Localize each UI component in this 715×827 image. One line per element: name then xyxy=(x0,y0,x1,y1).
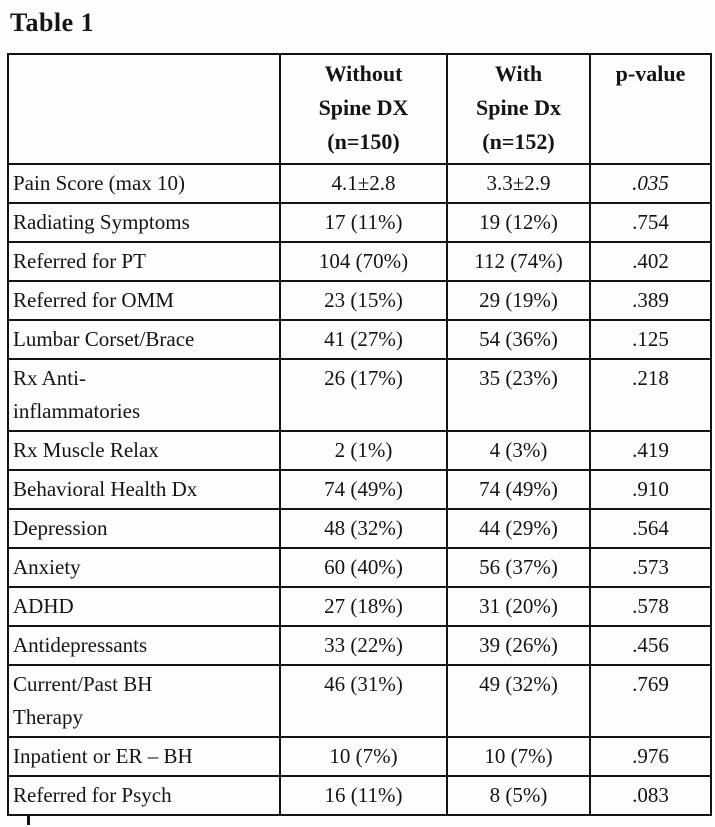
value-with: 74 (49%) xyxy=(446,469,591,510)
column-header-without-spine-dx: Without Spine DX (n=150) xyxy=(279,53,448,165)
table-row: Depression 48 (32%) 44 (29%) .564 xyxy=(7,508,712,549)
value-without: 46 (31%) xyxy=(279,664,448,738)
value-without: 26 (17%) xyxy=(279,358,448,432)
table-title: Table 1 xyxy=(10,8,95,37)
table-row: Antidepressants 33 (22%) 39 (26%) .456 xyxy=(7,625,712,666)
column-header-with-spine-dx: With Spine Dx (n=152) xyxy=(446,53,591,165)
value-without: 48 (32%) xyxy=(279,508,448,549)
p-value: .573 xyxy=(589,547,712,588)
p-value: .976 xyxy=(589,736,712,777)
table-row: Inpatient or ER – BH 10 (7%) 10 (7%) .976 xyxy=(7,736,712,777)
value-without: 74 (49%) xyxy=(279,469,448,510)
row-label: Referred for Psych xyxy=(7,775,281,816)
value-without: 60 (40%) xyxy=(279,547,448,588)
value-with: 44 (29%) xyxy=(446,508,591,549)
table-row: Referred for OMM 23 (15%) 29 (19%) .389 xyxy=(7,280,712,321)
table-row: Rx Anti- inflammatories 26 (17%) 35 (23%).… xyxy=(7,358,712,432)
value-with: 56 (37%) xyxy=(446,547,591,588)
table-row: Referred for Psych 16 (11%) 8 (5%) .083 xyxy=(7,775,712,816)
p-value: .125 xyxy=(589,319,712,360)
crop-artifact-tick xyxy=(27,814,30,825)
table-row: ADHD 27 (18%) 31 (20%) .578 xyxy=(7,586,712,627)
table-row: Radiating Symptoms 17 (11%) 19 (12%) .754 xyxy=(7,202,712,243)
p-value: .769 xyxy=(589,664,712,738)
value-with: 49 (32%) xyxy=(446,664,591,738)
value-with: 54 (36%) xyxy=(446,319,591,360)
p-value: .402 xyxy=(589,241,712,282)
table-1: Without Spine DX (n=150) With Spine Dx (… xyxy=(7,53,712,816)
value-without: 4.1±2.8 xyxy=(279,163,448,204)
table-row: Pain Score (max 10) 4.1±2.8 3.3±2.9.035 xyxy=(7,163,712,204)
value-with: 4 (3%) xyxy=(446,430,591,471)
p-value: .083 xyxy=(589,775,712,816)
value-without: 2 (1%) xyxy=(279,430,448,471)
table-row: Lumbar Corset/Brace 41 (27%) 54 (36%) .125 xyxy=(7,319,712,360)
row-label: Referred for PT xyxy=(7,241,281,282)
row-label: Lumbar Corset/Brace xyxy=(7,319,281,360)
table-row: Current/Past BH Therapy 46 (31%) 49 (32%).… xyxy=(7,664,712,738)
table-header: Without Spine DX (n=150) With Spine Dx (… xyxy=(7,53,712,165)
row-label: Current/Past BH Therapy xyxy=(7,664,281,738)
value-with: 112 (74%) xyxy=(446,241,591,282)
row-label: Rx Muscle Relax xyxy=(7,430,281,471)
value-without: 23 (15%) xyxy=(279,280,448,321)
row-label: Rx Anti- inflammatories xyxy=(7,358,281,432)
value-without: 33 (22%) xyxy=(279,625,448,666)
row-label: Radiating Symptoms xyxy=(7,202,281,243)
p-value: .218 xyxy=(589,358,712,432)
p-value: .910 xyxy=(589,469,712,510)
value-without: 16 (11%) xyxy=(279,775,448,816)
row-label: Depression xyxy=(7,508,281,549)
p-value: .754 xyxy=(589,202,712,243)
value-with: 29 (19%) xyxy=(446,280,591,321)
table-row: Rx Muscle Relax 2 (1%) 4 (3%) .419 xyxy=(7,430,712,471)
header-row: Without Spine DX (n=150) With Spine Dx (… xyxy=(7,53,712,165)
value-without: 17 (11%) xyxy=(279,202,448,243)
p-value: .419 xyxy=(589,430,712,471)
table-body: Pain Score (max 10) 4.1±2.8 3.3±2.9.035 Rad… xyxy=(7,163,712,816)
table-row: Anxiety 60 (40%) 56 (37%) .573 xyxy=(7,547,712,588)
row-label: ADHD xyxy=(7,586,281,627)
value-with: 35 (23%) xyxy=(446,358,591,432)
p-value: .578 xyxy=(589,586,712,627)
value-with: 31 (20%) xyxy=(446,586,591,627)
row-label: Anxiety xyxy=(7,547,281,588)
value-with: 39 (26%) xyxy=(446,625,591,666)
value-without: 41 (27%) xyxy=(279,319,448,360)
row-label: Inpatient or ER – BH xyxy=(7,736,281,777)
row-label: Pain Score (max 10) xyxy=(7,163,281,204)
table-row: Behavioral Health Dx 74 (49%) 74 (49%) .910 xyxy=(7,469,712,510)
value-with: 19 (12%) xyxy=(446,202,591,243)
value-with: 8 (5%) xyxy=(446,775,591,816)
table-row: Referred for PT 104 (70%) 112 (74%) .402 xyxy=(7,241,712,282)
value-without: 27 (18%) xyxy=(279,586,448,627)
p-value: .564 xyxy=(589,508,712,549)
p-value: .456 xyxy=(589,625,712,666)
row-label: Antidepressants xyxy=(7,625,281,666)
value-with: 3.3±2.9 xyxy=(446,163,591,204)
row-label: Behavioral Health Dx xyxy=(7,469,281,510)
value-with: 10 (7%) xyxy=(446,736,591,777)
empty-header-cell xyxy=(7,53,281,165)
column-header-p-value: p-value xyxy=(589,53,712,165)
value-without: 10 (7%) xyxy=(279,736,448,777)
row-label: Referred for OMM xyxy=(7,280,281,321)
p-value: .389 xyxy=(589,280,712,321)
p-value: .035 xyxy=(589,163,712,204)
value-without: 104 (70%) xyxy=(279,241,448,282)
